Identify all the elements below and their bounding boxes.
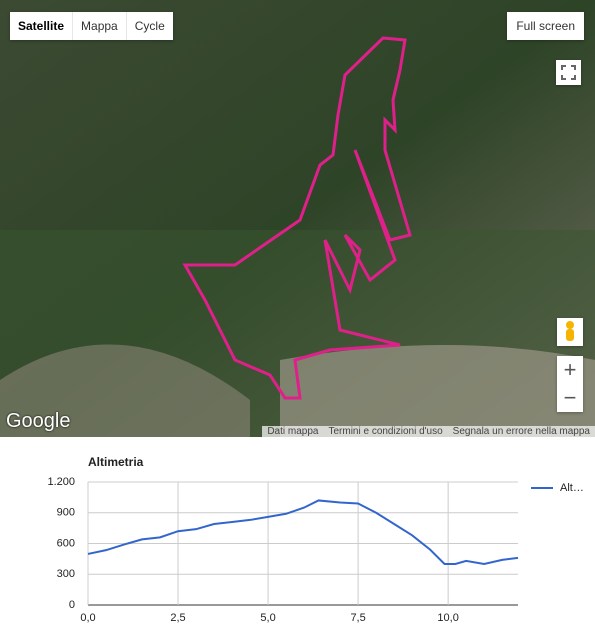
x-tick-label: 7,5 (350, 612, 365, 624)
x-tick-label: 2,5 (170, 612, 185, 624)
x-tick-label: 0,0 (80, 612, 95, 624)
icon (561, 65, 576, 80)
footer-link[interactable]: Termini e condizioni d'uso (328, 426, 443, 437)
chart: Altimetria 0 300 600 900 1.200 0,0 2,5 5,0 7,5 10… (47, 455, 584, 624)
map-type-button[interactable]: Satellite (10, 12, 74, 40)
map-type-button[interactable]: Cycle (134, 19, 165, 33)
zoom-in[interactable]: + (563, 357, 577, 382)
satellite-image (0, 0, 595, 437)
google-logo[interactable]: Google (6, 410, 71, 432)
zoom-out[interactable]: − (563, 385, 577, 410)
y-tick-label: 0 (69, 599, 75, 611)
x-tick-label: 10,0 (437, 612, 458, 624)
fullscreen-icon[interactable] (556, 60, 581, 85)
y-tick-label: 900 (57, 507, 75, 519)
zoom-control: + − (557, 356, 583, 412)
chart-title: Altimetria (88, 455, 144, 469)
footer-link[interactable]: Segnala un errore nella mappa (452, 426, 590, 437)
legend-label: Alt… (560, 482, 584, 494)
pegman[interactable] (557, 318, 583, 346)
fullscreen-button[interactable]: Full screen (507, 12, 584, 40)
map-type-control: Satellite Mappa Cycle (10, 12, 173, 40)
map-type-button[interactable]: Mappa (73, 12, 127, 40)
map-footer: Dati mappa Termini e condizioni d'uso Segn… (262, 426, 595, 437)
icon (566, 321, 574, 341)
y-tick-label: 1.200 (47, 476, 75, 488)
footer-link[interactable]: Dati mappa (267, 426, 319, 437)
y-tick-label: 300 (57, 568, 75, 580)
line (87, 499, 519, 566)
map[interactable]: Satellite Mappa Cycle Full screen + − Goog… (0, 0, 595, 437)
x-tick-label: 5,0 (260, 612, 275, 624)
y-tick-label: 600 (57, 537, 75, 549)
